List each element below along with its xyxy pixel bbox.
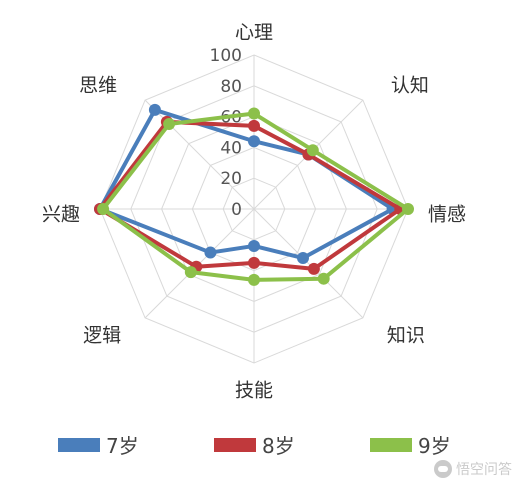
radar-grid bbox=[99, 54, 409, 364]
tick-label: 0 bbox=[231, 200, 242, 220]
axis-label: 逻辑 bbox=[83, 324, 121, 346]
axis-label: 心理 bbox=[235, 22, 273, 44]
series-point bbox=[317, 272, 330, 285]
series-point bbox=[184, 266, 197, 279]
legend-label-7: 7岁 bbox=[106, 434, 139, 458]
series-point bbox=[248, 119, 260, 132]
watermark-text: 悟空问答 bbox=[456, 462, 512, 478]
series-9岁 bbox=[97, 107, 414, 286]
series-point bbox=[306, 144, 319, 157]
series-point bbox=[307, 262, 320, 275]
tick-label: 40 bbox=[220, 138, 242, 158]
axis-label: 知识 bbox=[387, 324, 425, 346]
chart-legend: 7岁 8岁 9岁 bbox=[0, 430, 522, 460]
radar-series bbox=[94, 103, 414, 286]
series-point bbox=[248, 256, 260, 269]
legend-swatch-9 bbox=[370, 437, 412, 452]
watermark-icon bbox=[434, 460, 452, 478]
series-point bbox=[248, 273, 260, 286]
axis-label: 技能 bbox=[235, 380, 273, 402]
legend-label-8: 8岁 bbox=[262, 434, 295, 458]
legend-item-8: 8岁 bbox=[214, 430, 295, 459]
series-point bbox=[248, 107, 260, 120]
legend-label-9: 9岁 bbox=[418, 434, 451, 458]
tick-label: 80 bbox=[220, 77, 242, 97]
series-point bbox=[297, 252, 310, 265]
series-point bbox=[148, 103, 161, 116]
axis-label: 兴趣 bbox=[42, 204, 80, 226]
watermark: 悟空问答 bbox=[434, 459, 512, 479]
legend-swatch-7 bbox=[58, 437, 100, 452]
axis-label: 情感 bbox=[428, 204, 466, 226]
series-point bbox=[204, 246, 217, 259]
axis-label: 认知 bbox=[391, 75, 429, 97]
series-point bbox=[248, 239, 260, 252]
tick-label: 100 bbox=[210, 46, 242, 66]
series-point bbox=[163, 118, 176, 131]
axis-label: 思维 bbox=[79, 75, 117, 97]
legend-item-7: 7岁 bbox=[58, 430, 139, 459]
tick-label: 20 bbox=[220, 169, 242, 189]
legend-item-9: 9岁 bbox=[370, 430, 451, 459]
legend-swatch-8 bbox=[214, 437, 256, 452]
series-point bbox=[97, 203, 110, 215]
series-point bbox=[402, 203, 414, 215]
series-point bbox=[248, 135, 260, 148]
grid-spoke bbox=[253, 208, 364, 319]
